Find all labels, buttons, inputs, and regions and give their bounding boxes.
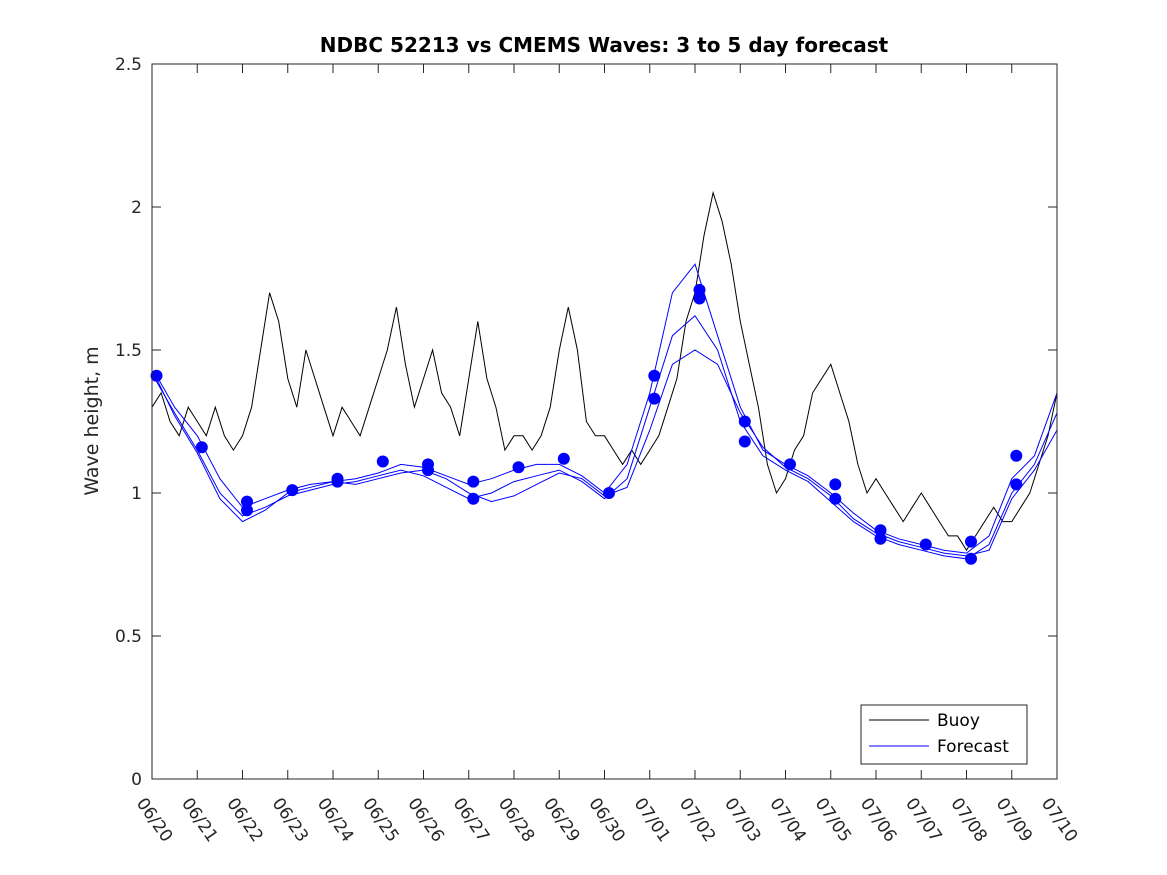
- x-tick-label: 06/29: [539, 794, 583, 846]
- x-tick-label: 07/07: [901, 794, 945, 846]
- forecast-marker: [557, 452, 570, 465]
- x-tick-label: 06/24: [313, 794, 357, 846]
- forecast-marker: [919, 538, 932, 551]
- y-tick-label: 1.5: [115, 341, 142, 361]
- y-tick-label: 0: [131, 770, 142, 790]
- forecast-marker: [874, 532, 887, 545]
- y-tick-label: 2.5: [115, 55, 142, 75]
- forecast-line: [156, 349, 1058, 557]
- legend-buoy-label: Buoy: [937, 711, 980, 731]
- forecast-marker: [965, 552, 977, 565]
- forecast-marker: [467, 492, 480, 505]
- forecast-marker: [829, 492, 842, 505]
- forecast-line: [156, 314, 1058, 560]
- x-tick-label: 06/22: [222, 794, 266, 846]
- x-tick-label: 06/28: [494, 794, 538, 846]
- forecast-marker: [648, 369, 661, 382]
- forecast-marker: [1010, 478, 1023, 491]
- forecast-marker: [331, 475, 344, 488]
- forecast-marker: [603, 487, 615, 499]
- x-tick-label: 07/10: [1037, 794, 1081, 846]
- forecast-marker: [241, 495, 253, 508]
- x-tick-label: 06/20: [132, 794, 176, 846]
- x-tick-label: 07/09: [992, 794, 1036, 846]
- forecast-marker: [195, 441, 208, 454]
- plot-area: [150, 190, 1058, 565]
- x-tick-label: 07/06: [856, 794, 900, 846]
- forecast-marker: [376, 455, 389, 468]
- y-tick-label: 1: [131, 484, 142, 504]
- forecast-marker: [512, 461, 525, 474]
- x-tick-label: 07/08: [946, 794, 990, 846]
- y-axis: 0 0.5 1 1.5 2 2.5: [115, 55, 1057, 790]
- forecast-marker: [422, 464, 434, 477]
- forecast-marker: [241, 504, 253, 517]
- x-tick-label: 07/03: [720, 794, 764, 846]
- x-tick-label: 06/27: [449, 794, 493, 846]
- y-axis-label: Wave height, m: [81, 346, 103, 495]
- plot-frame: [151, 63, 1058, 780]
- chart-title: NDBC 52213 vs CMEMS Waves: 3 to 5 day fo…: [320, 33, 889, 57]
- legend: Buoy Forecast: [860, 704, 1028, 765]
- x-tick-label: 06/23: [268, 794, 312, 846]
- forecast-marker: [738, 415, 751, 428]
- forecast-line: [156, 263, 1058, 554]
- legend-box: [860, 704, 1028, 765]
- y-tick-label: 2: [131, 198, 142, 218]
- forecast-marker: [965, 535, 977, 548]
- x-tick-label: 07/02: [675, 794, 719, 846]
- x-tick-label: 07/04: [765, 794, 809, 846]
- forecast-marker: [467, 475, 480, 488]
- y-tick-label: 0.5: [115, 627, 142, 647]
- buoy-line: [151, 190, 1058, 552]
- forecast-marker: [829, 478, 842, 491]
- x-tick-label: 07/01: [630, 794, 674, 846]
- forecast-marker: [150, 369, 163, 382]
- forecast-marker: [693, 292, 706, 305]
- forecast-marker: [1010, 449, 1023, 462]
- x-tick-label: 06/21: [177, 794, 221, 846]
- x-tick-label: 06/26: [403, 794, 447, 846]
- x-tick-label: 07/05: [811, 794, 855, 846]
- x-tick-label: 06/25: [358, 794, 402, 846]
- forecast-marker: [286, 484, 299, 497]
- forecast-marker: [784, 458, 796, 471]
- legend-forecast-label: Forecast: [937, 737, 1009, 757]
- x-tick-label: 06/30: [584, 794, 628, 846]
- forecast-marker: [874, 524, 887, 537]
- forecast-marker: [693, 283, 706, 296]
- forecast-marker: [648, 392, 661, 405]
- forecast-marker: [738, 435, 751, 448]
